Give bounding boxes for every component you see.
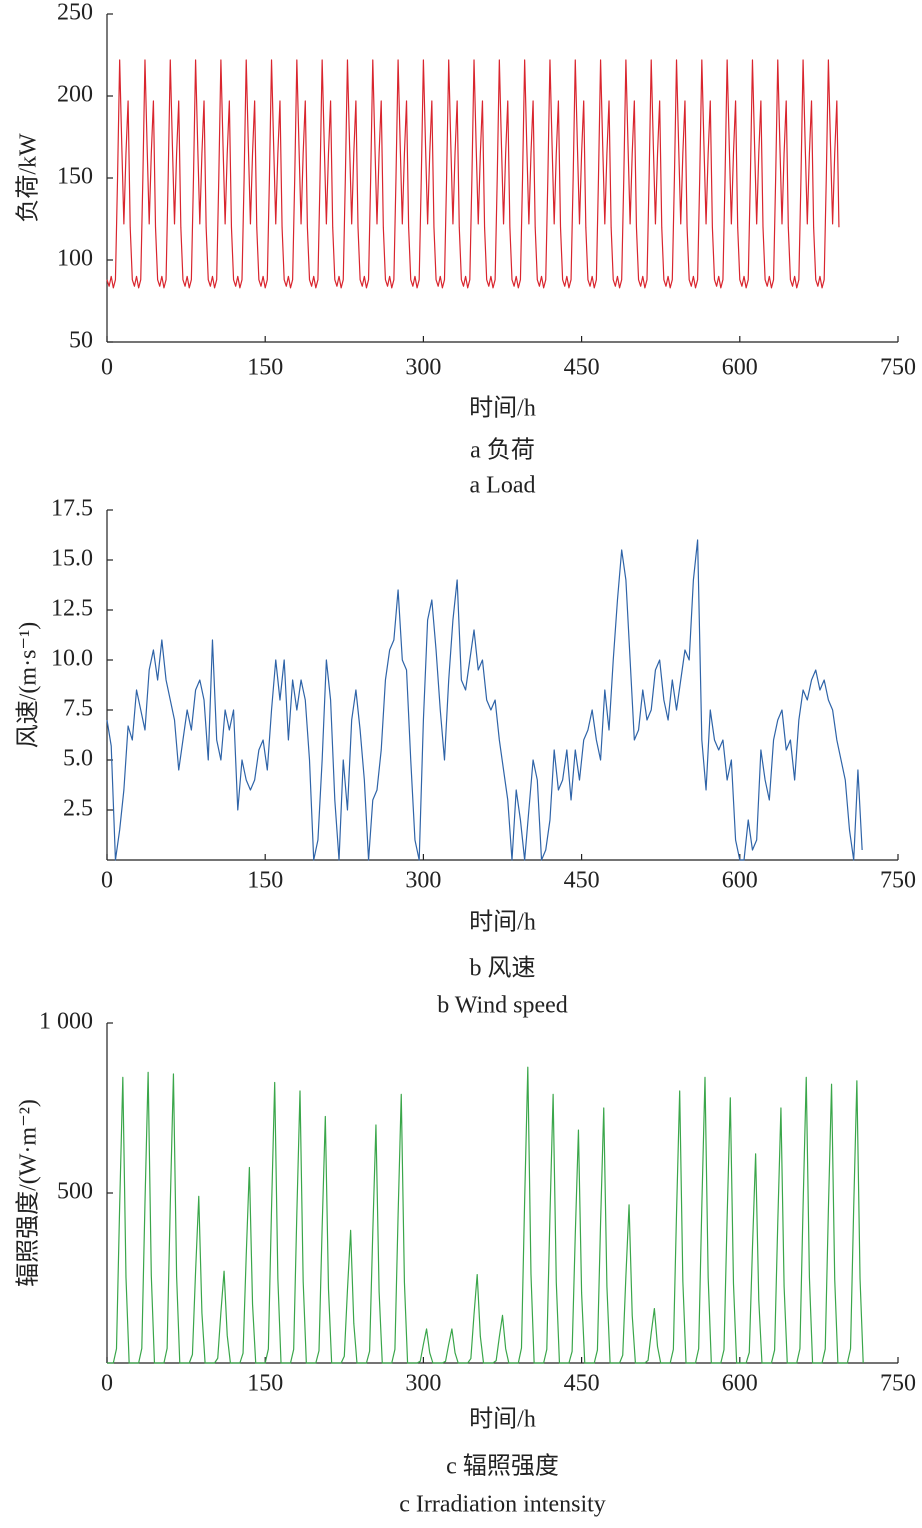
y-tick-label: 50: [69, 328, 93, 354]
y-tick-label: 15.0: [51, 546, 93, 572]
caption-en: c Irradiation intensity: [399, 1492, 606, 1518]
data-line: [106, 539, 863, 861]
x-tick-label: 0: [101, 355, 113, 381]
x-tick-label: 600: [722, 868, 758, 894]
caption: c 辐照强度: [446, 1453, 559, 1480]
x-axis-label: 时间/h: [469, 395, 536, 422]
y-tick-label: 12.5: [51, 596, 93, 622]
x-tick-label: 0: [101, 1371, 113, 1397]
y-tick-label: 500: [57, 1179, 93, 1205]
x-tick-label: 600: [722, 1371, 758, 1397]
x-tick-label: 750: [880, 868, 916, 894]
x-tick-label: 750: [880, 355, 916, 381]
y-tick-label: 5.0: [63, 746, 93, 772]
y-tick-label: 1 000: [39, 1009, 93, 1035]
y-axis-label: 辐照强度/(W·m⁻²): [15, 1099, 42, 1287]
y-tick-label: 17.5: [51, 496, 93, 522]
x-tick-label: 300: [405, 355, 441, 381]
x-tick-label: 150: [247, 355, 283, 381]
x-tick-label: 750: [880, 1371, 916, 1397]
x-tick-label: 450: [564, 868, 600, 894]
y-axis-label: 风速/(m·s⁻¹): [15, 622, 42, 749]
caption: b 风速: [470, 955, 536, 982]
x-tick-label: 150: [247, 868, 283, 894]
x-tick-label: 300: [405, 1371, 441, 1397]
y-tick-label: 7.5: [63, 696, 93, 722]
x-axis-label: 时间/h: [469, 909, 536, 936]
y-tick-label: 200: [57, 82, 93, 108]
y-tick-label: 10.0: [51, 646, 93, 672]
x-tick-label: 450: [564, 355, 600, 381]
x-tick-label: 300: [405, 868, 441, 894]
caption-en: a Load: [470, 473, 536, 499]
y-tick-label: 150: [57, 164, 93, 190]
data-line: [106, 59, 840, 289]
x-tick-label: 600: [722, 355, 758, 381]
data-line: [107, 1066, 864, 1364]
caption-en: b Wind speed: [437, 993, 568, 1019]
y-tick-label: 2.5: [63, 796, 93, 822]
x-tick-label: 450: [564, 1371, 600, 1397]
y-axis-label: 负荷/kW: [15, 133, 42, 223]
x-tick-label: 150: [247, 1371, 283, 1397]
y-tick-label: 100: [57, 246, 93, 272]
y-tick-label: 250: [57, 0, 93, 26]
x-tick-label: 0: [101, 868, 113, 894]
x-axis-label: 时间/h: [469, 1406, 536, 1433]
caption: a 负荷: [470, 437, 535, 464]
